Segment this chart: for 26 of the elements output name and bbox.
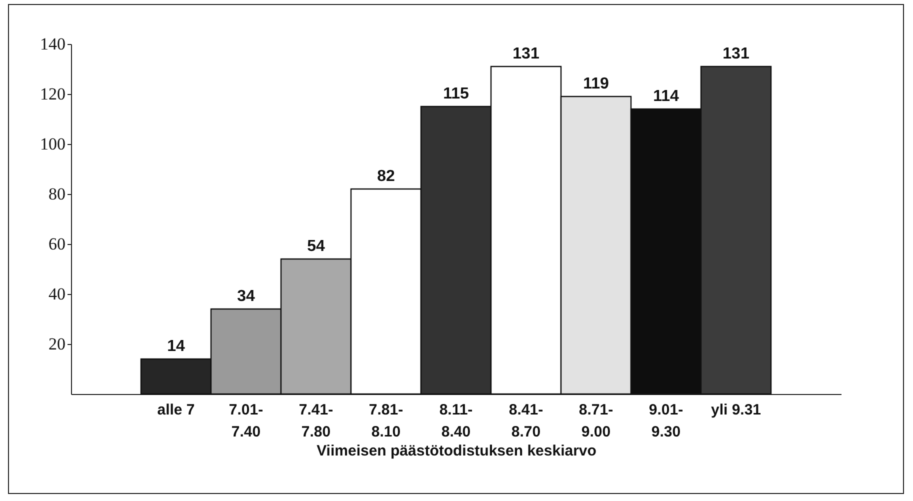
x-axis-title: Viimeisen päästötodistuksen keskiarvo [316,442,596,460]
data-label: 34 [237,288,255,305]
x-tick-label: 9.01- 9.30 [648,402,684,440]
x-tick-label: 7.41- 7.80 [298,402,334,440]
x-tick-label: 7.01- 7.40 [228,402,264,440]
data-label: 119 [583,76,610,92]
y-tick-label: 40 [48,284,66,304]
data-label: 115 [443,86,470,102]
y-tick-label: 80 [48,184,66,204]
x-tick-label: 8.41- 8.70 [508,402,544,440]
data-label: 131 [512,46,540,62]
data-label: 14 [167,338,185,355]
x-tick-label: 7.81- 8.10 [368,402,404,440]
y-tick-label: 140 [40,34,66,54]
x-tick-label: 8.11- 8.40 [439,402,473,440]
y-tick-label: 100 [40,134,66,154]
y-tick-label: 20 [48,334,66,354]
y-tick-label: 60 [48,234,66,254]
y-tick-label: 120 [40,84,66,104]
data-label: 131 [722,46,750,62]
x-tick-label: 8.71- 9.00 [578,402,614,440]
data-label: 114 [653,88,680,105]
x-tick-label: yli 9.31 [710,402,762,418]
x-tick-label: alle 7 [157,402,195,418]
data-label: 54 [307,238,325,255]
data-label: 82 [377,168,395,185]
